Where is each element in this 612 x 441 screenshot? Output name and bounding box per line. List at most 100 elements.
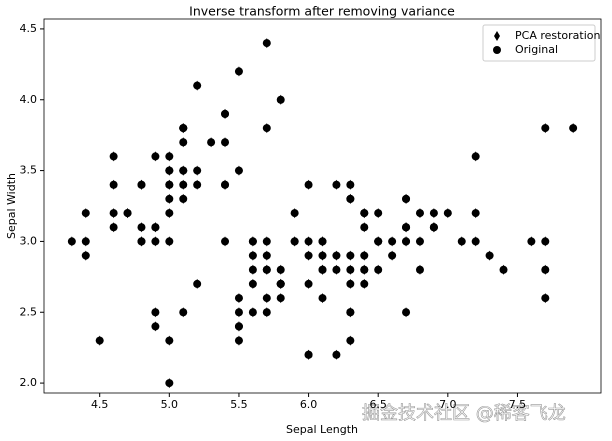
- point-diamond: [277, 278, 284, 289]
- point-diamond: [96, 335, 103, 346]
- point-diamond: [305, 250, 312, 261]
- point-diamond: [180, 193, 187, 204]
- point-diamond: [235, 66, 242, 77]
- point-diamond: [291, 236, 298, 247]
- x-tick-label: 6.5: [369, 398, 387, 411]
- point-diamond: [333, 250, 340, 261]
- point-diamond: [235, 321, 242, 332]
- x-tick-label: 6.0: [300, 398, 318, 411]
- y-tick-label: 2.5: [20, 305, 38, 318]
- point-diamond: [403, 307, 410, 318]
- point-diamond: [403, 193, 410, 204]
- point-diamond: [194, 80, 201, 91]
- point-diamond: [194, 179, 201, 190]
- point-diamond: [152, 321, 159, 332]
- point-diamond: [403, 222, 410, 233]
- point-diamond: [319, 264, 326, 275]
- point-diamond: [528, 236, 535, 247]
- point-diamond: [347, 335, 354, 346]
- point-diamond: [166, 236, 173, 247]
- point-diamond: [389, 236, 396, 247]
- point-diamond: [222, 137, 229, 148]
- y-tick-label: 3.5: [20, 164, 38, 177]
- x-tick-label: 7.0: [439, 398, 457, 411]
- point-diamond: [347, 179, 354, 190]
- legend-label: PCA restoration: [515, 29, 601, 42]
- point-diamond: [166, 193, 173, 204]
- point-diamond: [180, 123, 187, 134]
- point-diamond: [361, 264, 368, 275]
- point-diamond: [166, 179, 173, 190]
- point-diamond: [263, 293, 270, 304]
- point-diamond: [416, 208, 423, 219]
- legend-label: Original: [515, 43, 558, 56]
- point-diamond: [403, 236, 410, 247]
- point-diamond: [333, 179, 340, 190]
- point-diamond: [333, 264, 340, 275]
- point-diamond: [319, 250, 326, 261]
- point-diamond: [430, 222, 437, 233]
- point-diamond: [570, 123, 577, 134]
- point-diamond: [277, 264, 284, 275]
- point-diamond: [319, 293, 326, 304]
- point-diamond: [347, 264, 354, 275]
- point-diamond: [486, 250, 493, 261]
- point-diamond: [361, 250, 368, 261]
- point-diamond: [166, 151, 173, 162]
- point-diamond: [235, 307, 242, 318]
- point-diamond: [180, 179, 187, 190]
- point-diamond: [249, 307, 256, 318]
- point-diamond: [263, 236, 270, 247]
- point-diamond: [222, 179, 229, 190]
- x-axis-label: Sepal Length: [286, 423, 358, 436]
- point-diamond: [222, 108, 229, 119]
- point-diamond: [277, 293, 284, 304]
- point-diamond: [542, 236, 549, 247]
- point-diamond: [152, 222, 159, 233]
- point-diamond: [375, 236, 382, 247]
- point-diamond: [180, 307, 187, 318]
- point-diamond: [152, 236, 159, 247]
- point-diamond: [263, 123, 270, 134]
- point-diamond: [249, 264, 256, 275]
- y-axis-label: Sepal Width: [5, 173, 18, 239]
- watermark: 掘金技术社区 @稀客飞龙: [362, 403, 566, 424]
- point-diamond: [375, 208, 382, 219]
- point-diamond: [458, 236, 465, 247]
- point-diamond: [138, 222, 145, 233]
- plot-frame: [43, 18, 602, 394]
- point-diamond: [166, 378, 173, 389]
- point-diamond: [347, 250, 354, 261]
- point-diamond: [263, 307, 270, 318]
- x-tick-label: 4.5: [91, 398, 109, 411]
- point-diamond: [472, 236, 479, 247]
- point-diamond: [361, 278, 368, 289]
- point-diamond: [110, 179, 117, 190]
- point-diamond: [263, 250, 270, 261]
- point-diamond: [194, 278, 201, 289]
- point-diamond: [263, 38, 270, 49]
- point-diamond: [82, 208, 89, 219]
- point-diamond: [235, 293, 242, 304]
- y-tick-label: 4.5: [20, 22, 38, 35]
- point-diamond: [82, 236, 89, 247]
- point-diamond: [472, 151, 479, 162]
- point-diamond: [222, 236, 229, 247]
- chart-title: Inverse transform after removing varianc…: [189, 4, 455, 19]
- point-diamond: [249, 250, 256, 261]
- point-diamond: [375, 264, 382, 275]
- legend-marker: [494, 31, 500, 41]
- point-diamond: [152, 307, 159, 318]
- point-diamond: [249, 278, 256, 289]
- point-diamond: [124, 208, 131, 219]
- point-diamond: [347, 278, 354, 289]
- point-diamond: [208, 137, 215, 148]
- point-diamond: [110, 222, 117, 233]
- point-diamond: [180, 165, 187, 176]
- point-diamond: [291, 208, 298, 219]
- point-diamond: [416, 264, 423, 275]
- point-diamond: [416, 236, 423, 247]
- point-diamond: [444, 208, 451, 219]
